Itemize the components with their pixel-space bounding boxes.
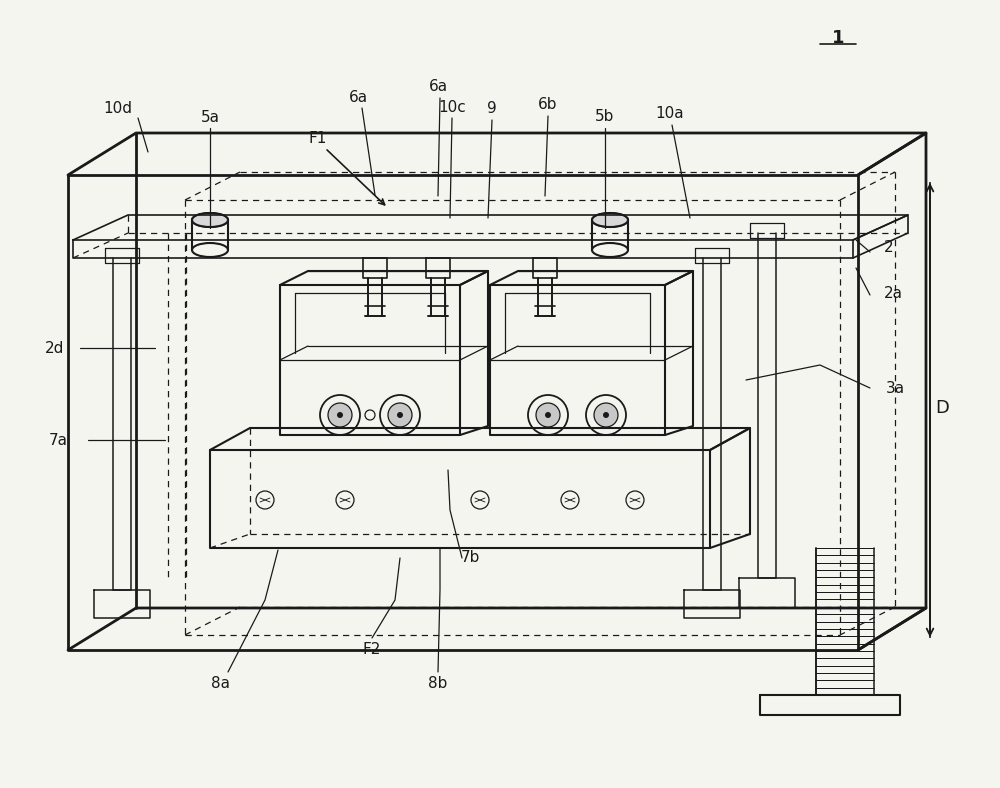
Circle shape: [337, 412, 343, 418]
Text: 5b: 5b: [595, 109, 615, 124]
Ellipse shape: [592, 213, 628, 227]
Circle shape: [545, 412, 551, 418]
Text: F2: F2: [363, 642, 381, 657]
Text: 10a: 10a: [656, 106, 684, 121]
Text: 6b: 6b: [538, 96, 558, 111]
Circle shape: [603, 412, 609, 418]
Circle shape: [328, 403, 352, 427]
Text: 10c: 10c: [438, 99, 466, 114]
Circle shape: [397, 412, 403, 418]
Text: 2: 2: [884, 240, 894, 255]
Text: 8a: 8a: [210, 675, 230, 690]
Text: D: D: [935, 399, 949, 417]
Circle shape: [536, 403, 560, 427]
Text: 1: 1: [832, 29, 844, 47]
Text: 10d: 10d: [104, 101, 132, 116]
Text: 8b: 8b: [428, 675, 448, 690]
Text: 7a: 7a: [48, 433, 68, 448]
Ellipse shape: [192, 213, 228, 227]
Text: F1: F1: [309, 131, 327, 146]
Text: 6a: 6a: [428, 79, 448, 94]
Circle shape: [594, 403, 618, 427]
Circle shape: [388, 403, 412, 427]
Text: 5a: 5a: [200, 110, 220, 125]
Text: 2d: 2d: [45, 340, 65, 355]
Text: 2a: 2a: [884, 285, 903, 300]
Text: 6a: 6a: [348, 90, 368, 105]
Text: 7b: 7b: [460, 551, 480, 566]
Text: 9: 9: [487, 101, 497, 116]
Text: 3a: 3a: [886, 381, 905, 396]
